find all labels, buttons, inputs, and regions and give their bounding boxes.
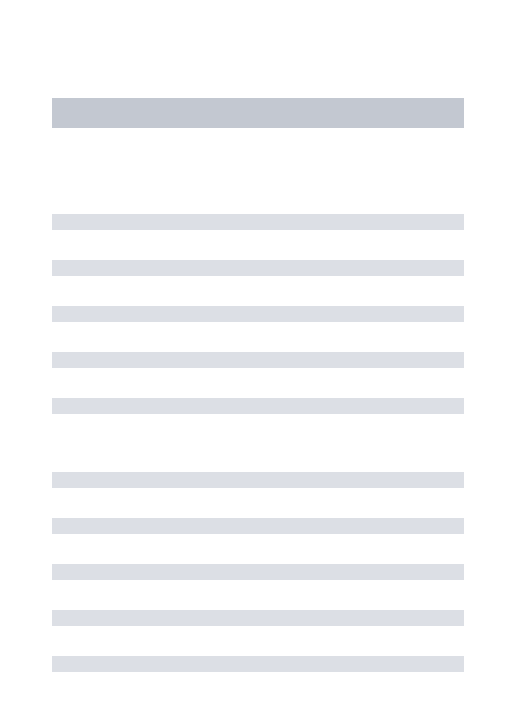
skeleton-line — [52, 352, 464, 368]
skeleton-line — [52, 610, 464, 626]
skeleton-group-1 — [52, 214, 464, 414]
group-gap — [52, 444, 464, 472]
skeleton-container — [0, 0, 516, 672]
skeleton-header — [52, 98, 464, 128]
skeleton-line — [52, 260, 464, 276]
skeleton-line — [52, 472, 464, 488]
skeleton-line — [52, 214, 464, 230]
skeleton-line — [52, 564, 464, 580]
skeleton-line — [52, 398, 464, 414]
skeleton-line — [52, 306, 464, 322]
skeleton-group-2 — [52, 472, 464, 672]
skeleton-line — [52, 656, 464, 672]
skeleton-line — [52, 518, 464, 534]
